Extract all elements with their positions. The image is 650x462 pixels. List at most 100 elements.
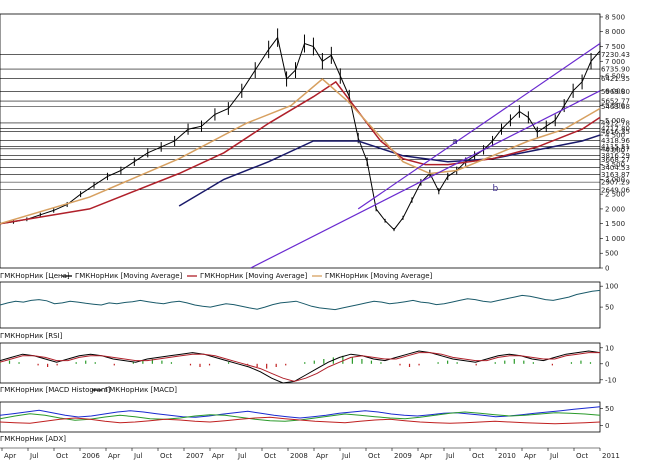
rsi-tick-label: 100 bbox=[605, 283, 618, 291]
x-tick-label: 2007 bbox=[186, 452, 204, 460]
main-series: ab bbox=[0, 28, 601, 269]
main-y-tick-label: 7 000 bbox=[605, 58, 625, 66]
x-tick-label: Apr bbox=[4, 452, 16, 460]
price-level-label: 2907.29 bbox=[601, 179, 630, 187]
x-tick-label: Jul bbox=[237, 452, 247, 460]
x-tick-label: Apr bbox=[212, 452, 224, 460]
macd-legend-label: ГМКНорНик [MACD] bbox=[105, 386, 177, 394]
price-level-label: 4318.96 bbox=[601, 137, 630, 145]
main-y-tick-label: 5 000 bbox=[605, 117, 625, 125]
x-tick-label: Jul bbox=[133, 452, 143, 460]
legend-label: ГМКНорНик [Moving Average] bbox=[200, 272, 308, 280]
main-y-axis: 0 500 1 000 1 500 2 000 2 500 3 000 3 500 4 000 4… bbox=[600, 13, 625, 273]
price-level-label: 3404.53 bbox=[601, 164, 630, 172]
macd-frame bbox=[0, 342, 601, 384]
adx-line bbox=[0, 406, 601, 419]
x-tick-label: Apr bbox=[108, 452, 120, 460]
macd-panel: 10 0 -10 ГМКНорНик [MACD Histogram]ГМКНорНи… bbox=[0, 342, 616, 394]
main-legend: ГМКНорНик [Цена] ГМКНорНик [Moving Averag… bbox=[0, 272, 433, 280]
rsi-panel: 100 50 ГМКНорНик [RSI] bbox=[0, 281, 618, 340]
x-tick-label: Oct bbox=[368, 452, 380, 460]
x-tick-label: Apr bbox=[524, 452, 536, 460]
price-level-label: 2649.06 bbox=[601, 186, 630, 194]
main-y-tick-label: 6 000 bbox=[605, 87, 625, 95]
x-tick-label: Apr bbox=[316, 452, 328, 460]
price-line bbox=[0, 36, 601, 231]
x-tick-label: 2010 bbox=[498, 452, 516, 460]
main-y-tick-label: 1 000 bbox=[605, 235, 625, 243]
adx-tick-label: 0 bbox=[605, 422, 609, 430]
x-tick-label: 2008 bbox=[290, 452, 308, 460]
adx-panel: 50 0 ГМКНорНик [ADX] bbox=[0, 401, 614, 443]
x-tick-label: Jul bbox=[29, 452, 39, 460]
rsi-frame bbox=[0, 281, 601, 329]
minus-di-line bbox=[0, 416, 601, 425]
x-tick-label: Oct bbox=[264, 452, 276, 460]
legend-label: ГМКНорНик [Moving Average] bbox=[75, 272, 183, 280]
x-tick-label: Jul bbox=[549, 452, 559, 460]
x-tick-label: Jul bbox=[445, 452, 455, 460]
moving-average-long bbox=[178, 134, 601, 207]
price-level-label: 5652.77 bbox=[601, 98, 630, 106]
x-axis: Apr Jul Oct 2006 Apr Jul Oct 2007 Apr Jul Oct 2008 A… bbox=[0, 447, 620, 460]
moving-average-mid bbox=[0, 80, 601, 225]
main-y-tick-label: 0 bbox=[605, 265, 609, 273]
price-level-label: 3816.29 bbox=[601, 152, 630, 160]
x-tick-label: 2009 bbox=[394, 452, 412, 460]
main-y-tick-label: 6 500 bbox=[605, 73, 625, 81]
price-level-label: 5463.68 bbox=[601, 103, 630, 111]
price-level-label: 4115.51 bbox=[601, 143, 630, 151]
price-level-label: 7230.43 bbox=[601, 51, 630, 59]
main-y-tick-label: 4 500 bbox=[605, 132, 625, 140]
x-tick-label: Oct bbox=[472, 452, 484, 460]
macd-histogram-legend-label: ГМКНорНик [MACD Histogram] bbox=[0, 386, 111, 394]
legend-label: ГМКНорНик [Цена] bbox=[0, 272, 70, 280]
main-frame bbox=[0, 13, 601, 269]
x-tick-label: Oct bbox=[576, 452, 588, 460]
main-y-tick-label: 2 000 bbox=[605, 205, 625, 213]
x-tick-label: Apr bbox=[420, 452, 432, 460]
macd-signal-line bbox=[0, 352, 600, 382]
rsi-legend-label: ГМКНорНик [RSI] bbox=[0, 332, 63, 340]
x-tick-label: 2011 bbox=[602, 452, 620, 460]
rsi-tick-label: 50 bbox=[605, 304, 614, 312]
main-y-tick-label: 3 500 bbox=[605, 161, 625, 169]
adx-legend-label: ГМКНорНик [ADX] bbox=[0, 435, 66, 443]
channel-label-a: a bbox=[452, 137, 458, 147]
main-grid bbox=[0, 13, 601, 269]
moving-average-short bbox=[0, 78, 601, 225]
main-y-tick-label: 7 500 bbox=[605, 43, 625, 51]
price-level-label: 5969.80 bbox=[601, 88, 630, 96]
main-y-tick-label: 3 000 bbox=[605, 176, 625, 184]
x-tick-label: Jul bbox=[341, 452, 351, 460]
main-y-tick-label: 8 500 bbox=[605, 13, 625, 21]
macd-tick-label: 10 bbox=[605, 344, 614, 352]
channel-label-b: b bbox=[493, 184, 499, 194]
price-level-label: 4034.57 bbox=[601, 145, 630, 153]
adx-tick-label: 50 bbox=[605, 405, 614, 413]
main-y-tick-label: 1 500 bbox=[605, 220, 625, 228]
adx-frame bbox=[0, 401, 601, 433]
price-level-label: 6735.90 bbox=[601, 66, 630, 74]
main-y-tick-label: 2 500 bbox=[605, 191, 625, 199]
main-y-tick-label: 500 bbox=[605, 250, 618, 258]
x-tick-label: Oct bbox=[56, 452, 68, 460]
price-level-label: 4616.35 bbox=[601, 128, 630, 136]
x-tick-label: Oct bbox=[160, 452, 172, 460]
main-y-tick-label: 4 000 bbox=[605, 146, 625, 154]
main-y-tick-label: 5 500 bbox=[605, 102, 625, 110]
macd-tick-label: -10 bbox=[605, 376, 616, 384]
price-level-label: 4912.78 bbox=[601, 119, 630, 127]
trend-channel-lower bbox=[250, 90, 601, 269]
legend-label: ГМКНорНик [Moving Average] bbox=[325, 272, 433, 280]
macd-tick-label: 0 bbox=[605, 360, 609, 368]
price-level-label: 4717.80 bbox=[601, 125, 630, 133]
main-y-tick-label: 8 000 bbox=[605, 28, 625, 36]
price-level-label: 3668.27 bbox=[601, 156, 630, 164]
rsi-line bbox=[0, 289, 601, 311]
trend-channel-upper bbox=[357, 43, 601, 210]
x-tick-label: 2006 bbox=[82, 452, 100, 460]
price-level-label: 3163.87 bbox=[601, 171, 630, 179]
